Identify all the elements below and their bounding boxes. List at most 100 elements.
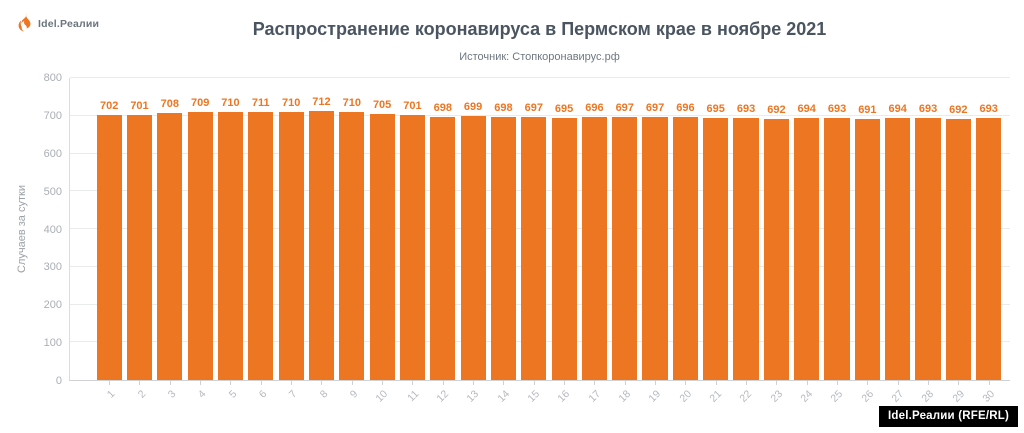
bar-slot: 697 15 bbox=[519, 78, 549, 405]
bar-slot: 710 9 bbox=[337, 78, 367, 401]
x-tick-mark bbox=[655, 380, 657, 385]
y-axis-labels: 0 100 200 300 400 500 600 700 800 bbox=[0, 72, 62, 387]
bar-slot: 695 16 bbox=[549, 78, 579, 405]
bar-value-label: 691 bbox=[858, 104, 877, 117]
x-tick-label: 26 bbox=[859, 388, 876, 405]
bar bbox=[217, 111, 244, 380]
bar-value-label: 693 bbox=[979, 103, 998, 116]
bar bbox=[915, 118, 941, 380]
bar-slot: 711 6 bbox=[246, 78, 276, 401]
bar-value-label: 702 bbox=[99, 100, 119, 112]
bar-slot: 694 24 bbox=[792, 78, 822, 405]
x-tick-mark bbox=[291, 380, 293, 385]
bar bbox=[521, 116, 547, 380]
bar-slot: 697 19 bbox=[640, 78, 670, 405]
bar-value-label: 693 bbox=[827, 103, 847, 116]
bar bbox=[672, 117, 698, 380]
x-tick-mark bbox=[503, 380, 505, 385]
bar-value-label: 694 bbox=[797, 103, 816, 116]
bar bbox=[581, 117, 607, 380]
bar-slot: 693 30 bbox=[974, 78, 1004, 405]
x-tick-label: 2 bbox=[135, 388, 148, 401]
bar bbox=[248, 111, 274, 380]
bar-value-label: 710 bbox=[342, 96, 361, 109]
bar-value-label: 708 bbox=[160, 97, 179, 110]
bar-value-label: 696 bbox=[585, 102, 604, 115]
bar bbox=[733, 118, 759, 380]
y-tick-label: 600 bbox=[43, 147, 62, 160]
source-badge: Idel.Реалии (RFE/RL) bbox=[878, 406, 1018, 427]
y-tick-label: 0 bbox=[55, 375, 62, 387]
bar-slot: 692 29 bbox=[943, 78, 973, 405]
bar-value-label: 692 bbox=[949, 103, 968, 116]
bar-slot: 709 4 bbox=[185, 78, 215, 401]
x-tick-mark bbox=[230, 380, 232, 385]
bar-slot: 695 21 bbox=[701, 78, 731, 405]
bar bbox=[794, 118, 820, 380]
bar-slot: 712 8 bbox=[306, 78, 336, 401]
bar-value-label: 701 bbox=[130, 100, 149, 113]
bar-value-label: 701 bbox=[403, 100, 422, 113]
x-tick-label: 20 bbox=[677, 388, 694, 405]
y-tick-label: 800 bbox=[43, 72, 62, 84]
bar-value-label: 695 bbox=[706, 102, 725, 115]
x-tick-label: 14 bbox=[495, 388, 512, 405]
bar bbox=[157, 112, 183, 380]
x-tick-label: 11 bbox=[404, 388, 421, 405]
x-tick-mark bbox=[473, 380, 475, 385]
bar-slot: 699 13 bbox=[458, 78, 488, 405]
bar-slot: 701 2 bbox=[124, 78, 154, 401]
bar-slot: 696 20 bbox=[670, 78, 700, 405]
x-tick-mark bbox=[776, 380, 778, 385]
bar bbox=[490, 116, 517, 380]
x-tick-label: 8 bbox=[317, 388, 330, 401]
bar bbox=[369, 113, 395, 380]
x-tick-mark bbox=[139, 380, 141, 385]
x-tick-label: 16 bbox=[555, 388, 573, 405]
gridline bbox=[70, 114, 1010, 116]
bar bbox=[399, 115, 426, 380]
x-tick-mark bbox=[594, 380, 596, 385]
x-tick-label: 21 bbox=[707, 388, 725, 405]
x-tick-label: 27 bbox=[889, 388, 907, 405]
bar bbox=[278, 111, 304, 380]
bar-value-label: 697 bbox=[645, 101, 665, 114]
bar-value-label: 711 bbox=[251, 96, 270, 109]
bar bbox=[703, 117, 729, 380]
chart-title: Распространение коронавируса в Пермском … bbox=[252, 19, 827, 39]
bar-slot: 694 27 bbox=[883, 78, 913, 405]
bar-value-label: 695 bbox=[554, 102, 574, 115]
bar bbox=[642, 116, 668, 380]
x-tick-label: 10 bbox=[373, 388, 391, 405]
x-tick-mark bbox=[564, 380, 566, 385]
bar-value-label: 698 bbox=[433, 101, 452, 114]
x-tick-label: 18 bbox=[616, 388, 634, 405]
x-tick-label: 23 bbox=[768, 388, 785, 405]
bar-value-label: 699 bbox=[463, 101, 483, 114]
bar-slot: 708 3 bbox=[155, 78, 185, 401]
bar bbox=[612, 116, 638, 380]
bar-slot: 710 5 bbox=[215, 78, 245, 401]
gridline bbox=[70, 77, 1010, 78]
bar bbox=[96, 115, 122, 380]
bar bbox=[339, 111, 365, 380]
bar-slot: 692 23 bbox=[761, 78, 791, 405]
x-tick-mark bbox=[837, 380, 839, 385]
bar bbox=[460, 116, 486, 380]
y-tick-label: 400 bbox=[43, 223, 62, 236]
bar bbox=[885, 118, 911, 380]
x-tick-label: 22 bbox=[737, 388, 755, 405]
y-tick-label: 300 bbox=[43, 261, 62, 274]
x-tick-label: 1 bbox=[105, 388, 118, 401]
x-tick-label: 3 bbox=[165, 388, 179, 401]
bar-value-label: 697 bbox=[615, 101, 634, 114]
y-tick-label: 100 bbox=[43, 337, 62, 350]
x-tick-mark bbox=[746, 380, 748, 385]
bar-value-label: 698 bbox=[494, 101, 513, 114]
bar bbox=[945, 118, 971, 380]
x-tick-mark bbox=[867, 380, 869, 385]
bar-slot: 698 12 bbox=[428, 78, 458, 405]
bar bbox=[126, 115, 153, 380]
bar-slot: 693 28 bbox=[913, 78, 943, 405]
bar bbox=[430, 116, 456, 380]
